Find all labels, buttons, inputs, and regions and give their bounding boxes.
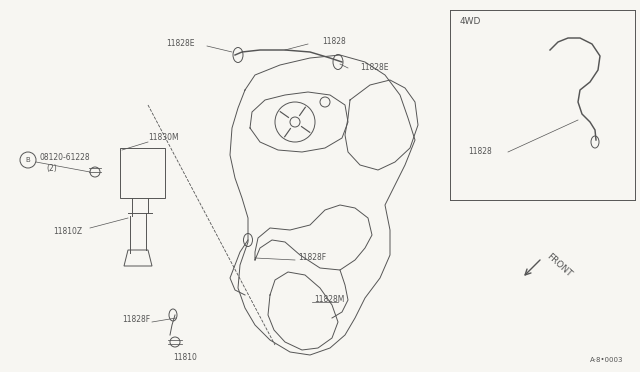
Text: 11828F: 11828F	[298, 253, 326, 263]
Text: 11828F: 11828F	[122, 315, 150, 324]
Text: (2): (2)	[46, 164, 57, 173]
Text: 11828: 11828	[322, 38, 346, 46]
Text: 11810: 11810	[173, 353, 197, 362]
Text: 11828M: 11828M	[314, 295, 344, 305]
Text: 4WD: 4WD	[460, 17, 481, 26]
Text: A·8•0003: A·8•0003	[590, 357, 623, 363]
Text: 11828E: 11828E	[166, 39, 195, 48]
Text: 11810Z: 11810Z	[53, 228, 82, 237]
Text: B: B	[26, 157, 30, 163]
Text: 11828: 11828	[468, 148, 492, 157]
Text: 08120-61228: 08120-61228	[40, 153, 91, 161]
Text: 11830M: 11830M	[148, 134, 179, 142]
Text: FRONT: FRONT	[545, 251, 573, 279]
Text: 11828E: 11828E	[360, 64, 388, 73]
